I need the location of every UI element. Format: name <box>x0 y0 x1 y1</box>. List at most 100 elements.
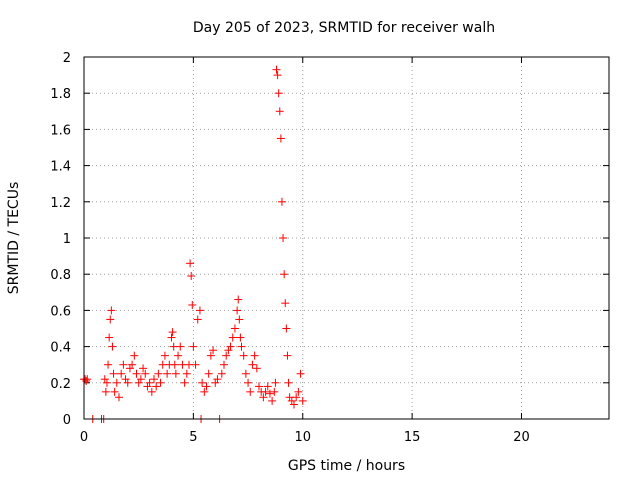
data-point <box>110 387 119 396</box>
data-point <box>298 396 307 405</box>
data-point <box>182 369 191 378</box>
data-point <box>281 299 290 308</box>
x-tick-label: 15 <box>404 430 421 445</box>
x-axis-label: GPS time / hours <box>288 458 405 474</box>
data-point <box>270 387 279 396</box>
data-point <box>290 400 298 409</box>
data-point <box>294 387 303 396</box>
data-point <box>283 351 292 360</box>
data-point <box>191 360 200 369</box>
data-point <box>261 387 270 396</box>
data-point <box>272 65 281 74</box>
x-tick-label: 20 <box>513 430 530 445</box>
data-point <box>193 315 202 324</box>
data-point <box>150 375 158 384</box>
data-point <box>121 375 130 384</box>
data-point <box>189 342 198 351</box>
data-point <box>198 378 207 387</box>
data-point <box>276 134 285 143</box>
data-point <box>284 378 293 387</box>
data-point <box>292 393 301 402</box>
x-tick-label: 0 <box>80 430 88 445</box>
data-point <box>252 364 261 373</box>
data-point <box>152 382 161 391</box>
data-point <box>101 387 110 396</box>
data-point <box>204 369 213 378</box>
data-point <box>186 259 195 268</box>
data-point <box>280 270 289 279</box>
plot-frame <box>83 56 610 420</box>
data-point <box>107 306 116 315</box>
data-point <box>180 378 189 387</box>
y-tick-labels: 0 0.2 0.4 0.6 0.8 1 1.2 1.4 1.6 1.8 2 <box>50 51 71 428</box>
data-point <box>108 342 117 351</box>
data-point <box>105 333 114 342</box>
data-point <box>222 351 231 360</box>
data-point <box>263 382 272 391</box>
data-point <box>83 375 92 384</box>
data-point <box>296 369 305 378</box>
data-point <box>119 360 128 369</box>
x-tick-labels: 0 5 10 15 20 <box>80 430 530 445</box>
data-point <box>235 315 244 324</box>
data-point <box>100 375 109 384</box>
data-point <box>202 382 211 391</box>
data-point <box>106 315 115 324</box>
data-point <box>132 369 141 378</box>
data-point <box>171 369 180 378</box>
data-point <box>217 369 226 378</box>
data-point <box>115 393 123 402</box>
data-point <box>277 197 286 206</box>
data-point <box>282 324 291 333</box>
data-point <box>246 387 255 396</box>
data-point <box>109 369 118 378</box>
y-tick-label: 1 <box>63 232 71 247</box>
y-tick-label: 0.4 <box>50 341 71 356</box>
data-point <box>220 360 228 369</box>
data-point <box>275 107 284 116</box>
data-point <box>241 369 250 378</box>
data-point <box>274 89 283 98</box>
data-point <box>160 351 169 360</box>
data-point <box>209 346 218 355</box>
data-point <box>224 346 233 355</box>
data-point <box>167 333 176 342</box>
data-point <box>147 387 156 396</box>
y-tick-label: 1.2 <box>50 196 71 211</box>
data-point <box>128 360 137 369</box>
data-point <box>102 378 111 387</box>
data-point <box>206 351 215 360</box>
data-point <box>265 389 274 398</box>
data-point <box>143 382 152 391</box>
data-point <box>236 333 245 342</box>
data-point <box>244 378 253 387</box>
data-point <box>134 378 143 387</box>
data-point <box>234 295 243 304</box>
y-tick-label: 1.6 <box>50 123 71 138</box>
data-point <box>211 378 220 387</box>
grid-lines <box>84 57 609 419</box>
data-point <box>226 342 235 351</box>
y-tick-label: 1.4 <box>50 160 71 175</box>
data-point <box>250 351 259 360</box>
x-tick-label: 5 <box>189 430 197 445</box>
data-point <box>188 300 197 309</box>
data-point <box>168 328 177 337</box>
data-point <box>255 382 263 391</box>
data-point <box>170 360 179 369</box>
y-tick-label: 0.8 <box>50 268 71 283</box>
y-axis-label: SRMTID / TECUs <box>6 182 22 295</box>
y-tick-label: 0 <box>63 413 71 428</box>
y-tick-label: 0.2 <box>50 377 71 392</box>
data-point <box>187 272 196 281</box>
data-point <box>195 306 204 315</box>
data-point <box>273 71 282 80</box>
data-point <box>123 378 132 387</box>
data-point <box>174 351 183 360</box>
x-tick-label: 10 <box>294 430 311 445</box>
y-tick-label: 2 <box>63 51 71 66</box>
data-point <box>130 351 139 360</box>
data-point <box>154 369 163 378</box>
data-point <box>104 360 113 369</box>
